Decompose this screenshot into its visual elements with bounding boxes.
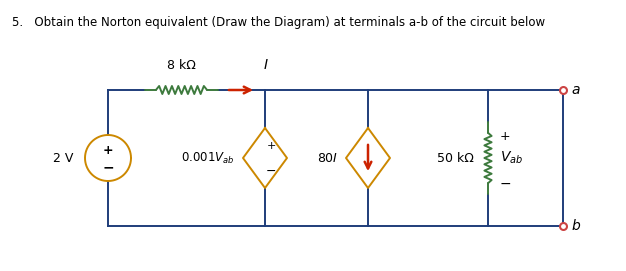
Text: a: a bbox=[571, 83, 580, 97]
Text: $80I$: $80I$ bbox=[317, 151, 338, 164]
Text: I: I bbox=[264, 58, 268, 72]
Text: −: − bbox=[266, 164, 276, 178]
Text: $0.001V_{ab}$: $0.001V_{ab}$ bbox=[182, 150, 235, 166]
Text: +: + bbox=[266, 141, 275, 151]
Text: 5.   Obtain the Norton equivalent (Draw the Diagram) at terminals a-b of the cir: 5. Obtain the Norton equivalent (Draw th… bbox=[12, 16, 545, 29]
Text: +: + bbox=[500, 130, 511, 143]
Text: 50 kΩ: 50 kΩ bbox=[437, 151, 474, 164]
Text: −: − bbox=[500, 177, 511, 191]
Text: 2 V: 2 V bbox=[53, 151, 73, 164]
Text: b: b bbox=[571, 219, 580, 233]
Text: 8 kΩ: 8 kΩ bbox=[167, 59, 196, 72]
Text: +: + bbox=[103, 144, 113, 156]
Text: −: − bbox=[102, 160, 114, 174]
Text: $V_{ab}$: $V_{ab}$ bbox=[500, 150, 523, 166]
